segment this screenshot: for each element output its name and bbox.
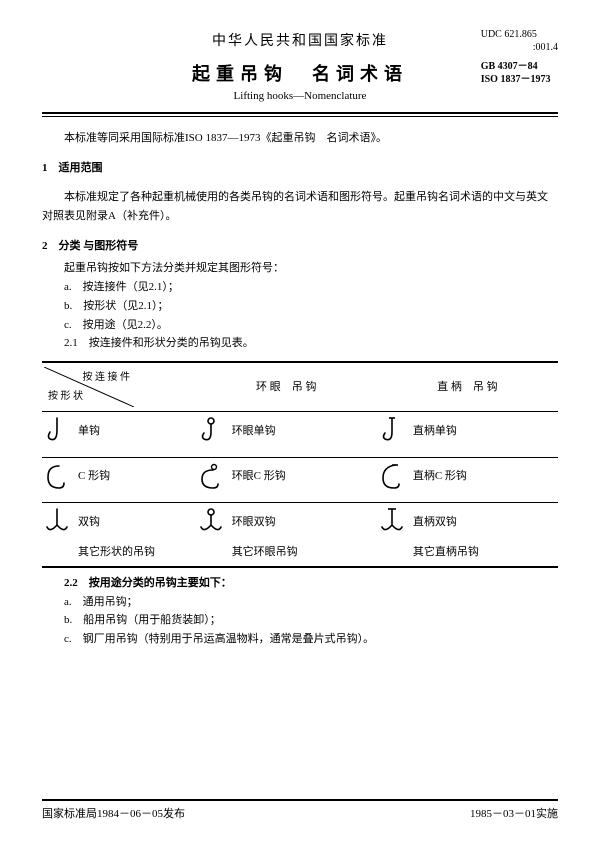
cell-label: C 形钩 bbox=[78, 467, 110, 486]
hook-eye-double-icon bbox=[198, 507, 224, 537]
cell-label: 双钩 bbox=[78, 513, 100, 532]
cell-label: 直柄双钩 bbox=[413, 513, 457, 532]
hook-single-icon bbox=[44, 416, 70, 446]
table-row: 双钩 其它形状的吊钩 环眼双钩 其它环眼吊钩 直柄双钩 其 bbox=[42, 503, 558, 567]
col3-head: 直 柄 吊 钩 bbox=[377, 362, 558, 412]
hook-shank-single-icon bbox=[379, 416, 405, 446]
table-row: C 形钩 环眼C 形钩 直柄C 形钩 bbox=[42, 457, 558, 503]
section2-lead: 起重吊钩按如下方法分类并规定其图形符号： bbox=[42, 259, 558, 278]
intro-text: 本标准等同采用国际标准ISO 1837—1973《起重吊钩 名词术语》。 bbox=[42, 129, 558, 148]
other-label: 其它环眼吊钩 bbox=[198, 543, 298, 562]
table-row: 单钩 环眼单钩 直柄单钩 bbox=[42, 411, 558, 457]
section1-body: 本标准规定了各种起重机械使用的各类吊钩的名词术语和图形符号。起重吊钩名词术语的中… bbox=[42, 188, 558, 225]
cell-label: 单钩 bbox=[78, 422, 100, 441]
hook-shank-c-icon bbox=[379, 462, 405, 492]
section22-c: c. 钢厂用吊钩（特别用于吊运高温物料，通常是叠片式吊钩）。 bbox=[42, 630, 558, 649]
effective-date: 1985－03－01实施 bbox=[470, 805, 558, 821]
diag-header-cell: 按 连 接 件 按 形 状 bbox=[44, 367, 134, 407]
hook-c-icon bbox=[44, 462, 70, 492]
hook-eye-single-icon bbox=[198, 416, 224, 446]
issue-date: 国家标准局1984－06－05发布 bbox=[42, 805, 185, 821]
cell-label: 环眼双钩 bbox=[232, 513, 276, 532]
title-english: Lifting hooks—Nomenclature bbox=[42, 90, 558, 102]
other-label: 其它形状的吊钩 bbox=[44, 543, 155, 562]
hook-shank-double-icon bbox=[379, 507, 405, 537]
cell-label: 环眼单钩 bbox=[232, 422, 276, 441]
section22-a: a. 通用吊钩； bbox=[42, 593, 558, 612]
rule-thick bbox=[42, 112, 558, 114]
udc-line1: UDC 621.865 bbox=[481, 28, 558, 41]
diag-bot-label: 按 形 状 bbox=[48, 388, 83, 405]
page-footer: 国家标准局1984－06－05发布 1985－03－01实施 bbox=[42, 799, 558, 821]
diag-top-label: 按 连 接 件 bbox=[83, 369, 131, 386]
hook-eye-c-icon bbox=[198, 462, 224, 492]
iso-code: ISO 1837－1973 bbox=[481, 73, 558, 86]
col2-head: 环 眼 吊 钩 bbox=[196, 362, 377, 412]
section22-b: b. 船用吊钩（用于船货装卸）； bbox=[42, 611, 558, 630]
cell-label: 环眼C 形钩 bbox=[232, 467, 286, 486]
section1-head: 1 适用范围 bbox=[42, 159, 558, 178]
section2-1: 2.1 按连接件和形状分类的吊钩见表。 bbox=[42, 334, 558, 353]
code-block: UDC 621.865 :001.4 GB 4307－84 ISO 1837－1… bbox=[481, 28, 558, 86]
rule-thin bbox=[42, 116, 558, 117]
other-label: 其它直柄吊钩 bbox=[379, 543, 479, 562]
cell-label: 直柄单钩 bbox=[413, 422, 457, 441]
gb-code: GB 4307－84 bbox=[481, 60, 558, 73]
cell-label: 直柄C 形钩 bbox=[413, 467, 467, 486]
standard-page: UDC 621.865 :001.4 GB 4307－84 ISO 1837－1… bbox=[0, 0, 600, 849]
section2-c: c. 按用途（见2.2）。 bbox=[42, 316, 558, 335]
section2-head: 2 分类 与图形符号 bbox=[42, 237, 558, 256]
section2-a: a. 按连接件（见2.1）； bbox=[42, 278, 558, 297]
section2-b: b. 按形状（见2.1）； bbox=[42, 297, 558, 316]
classification-table: 按 连 接 件 按 形 状 环 眼 吊 钩 直 柄 吊 钩 单钩 环眼单钩 bbox=[42, 361, 558, 568]
hook-double-icon bbox=[44, 507, 70, 537]
section22-head: 2.2 按用途分类的吊钩主要如下： bbox=[42, 574, 558, 593]
udc-line2: :001.4 bbox=[481, 41, 558, 54]
